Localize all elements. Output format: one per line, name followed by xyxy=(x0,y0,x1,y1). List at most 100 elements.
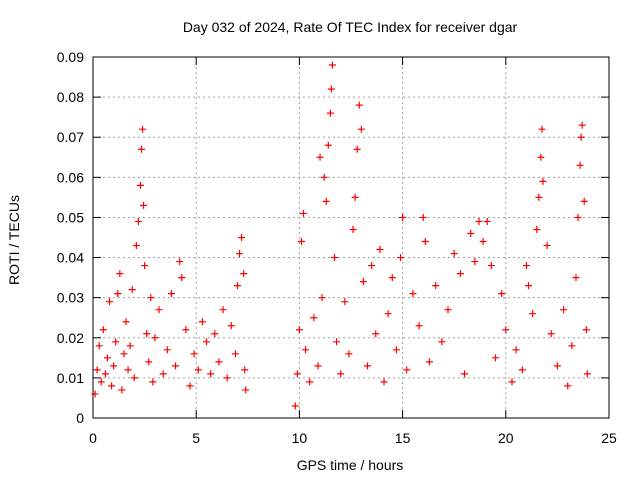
data-point xyxy=(108,382,116,390)
data-point xyxy=(475,217,483,225)
data-point xyxy=(139,125,147,133)
data-point xyxy=(211,330,219,338)
data-point xyxy=(577,133,585,141)
data-point xyxy=(576,161,584,169)
data-point xyxy=(163,346,171,354)
data-point xyxy=(227,322,235,330)
data-point xyxy=(574,213,582,221)
data-point xyxy=(320,173,328,181)
data-point xyxy=(114,290,122,298)
x-tick-label: 5 xyxy=(192,430,200,446)
data-point xyxy=(310,314,318,322)
data-point xyxy=(326,109,334,117)
x-tick-label: 10 xyxy=(292,430,308,446)
data-point xyxy=(568,342,576,350)
data-point xyxy=(376,246,384,254)
data-point xyxy=(582,326,590,334)
data-point xyxy=(128,286,136,294)
data-point xyxy=(467,229,475,237)
data-point xyxy=(357,125,365,133)
y-tick-label: 0.05 xyxy=(57,209,84,225)
data-point xyxy=(553,362,561,370)
data-point xyxy=(525,282,533,290)
y-tick-label: 0.06 xyxy=(57,169,84,185)
data-point xyxy=(397,254,405,262)
data-point xyxy=(498,290,506,298)
data-point xyxy=(349,225,357,233)
data-point xyxy=(178,274,186,282)
data-point xyxy=(508,378,516,386)
data-point xyxy=(124,366,132,374)
data-point xyxy=(242,386,250,394)
data-point xyxy=(291,402,299,410)
data-point xyxy=(351,193,359,201)
data-point xyxy=(97,378,105,386)
data-point xyxy=(112,338,120,346)
data-point xyxy=(143,330,151,338)
data-point xyxy=(118,386,126,394)
x-axis-label: GPS time / hours xyxy=(297,457,404,473)
data-point xyxy=(359,278,367,286)
data-point xyxy=(539,177,547,185)
data-point xyxy=(116,270,124,278)
data-point xyxy=(572,274,580,282)
data-point xyxy=(186,382,194,390)
y-axis-label: ROTI / TECUs xyxy=(6,195,22,285)
x-tick-label: 15 xyxy=(395,430,411,446)
plot-frame xyxy=(92,56,610,419)
data-point xyxy=(380,378,388,386)
data-point xyxy=(345,350,353,358)
data-point xyxy=(333,338,341,346)
data-point xyxy=(132,242,140,250)
data-point xyxy=(136,181,144,189)
data-point xyxy=(560,306,568,314)
data-point xyxy=(578,121,586,129)
data-point xyxy=(126,342,134,350)
data-point xyxy=(231,350,239,358)
data-point xyxy=(130,374,138,382)
data-point xyxy=(487,262,495,270)
y-tick-label: 0.02 xyxy=(57,330,84,346)
data-point xyxy=(233,282,241,290)
data-point xyxy=(392,346,400,354)
data-point xyxy=(421,238,429,246)
data-point xyxy=(547,330,555,338)
data-point xyxy=(384,310,392,318)
data-point xyxy=(223,374,231,382)
data-point xyxy=(138,145,146,153)
x-tick-label: 20 xyxy=(498,430,514,446)
data-point xyxy=(120,350,128,358)
y-tick-label: 0.07 xyxy=(57,129,84,145)
data-point xyxy=(444,306,452,314)
data-point xyxy=(471,258,479,266)
data-point xyxy=(172,362,180,370)
data-point xyxy=(151,334,159,342)
data-point xyxy=(198,318,206,326)
data-point xyxy=(99,326,107,334)
data-point xyxy=(147,294,155,302)
data-point xyxy=(194,366,202,374)
data-point xyxy=(372,330,380,338)
y-tick-label: 0.04 xyxy=(57,250,84,266)
data-point xyxy=(399,213,407,221)
data-point xyxy=(580,197,588,205)
data-point xyxy=(461,370,469,378)
data-point xyxy=(543,242,551,250)
data-point xyxy=(155,306,163,314)
x-tick-label: 25 xyxy=(601,430,617,446)
data-point xyxy=(328,61,336,69)
data-point xyxy=(122,318,130,326)
data-point xyxy=(219,306,227,314)
x-tick-label: 0 xyxy=(89,430,97,446)
data-point xyxy=(324,141,332,149)
data-point xyxy=(145,358,153,366)
data-points xyxy=(91,61,591,410)
data-point xyxy=(491,354,499,362)
data-point xyxy=(134,217,142,225)
data-point xyxy=(537,153,545,161)
data-point xyxy=(456,270,464,278)
data-point xyxy=(322,197,330,205)
data-point xyxy=(190,350,198,358)
data-point xyxy=(110,362,118,370)
